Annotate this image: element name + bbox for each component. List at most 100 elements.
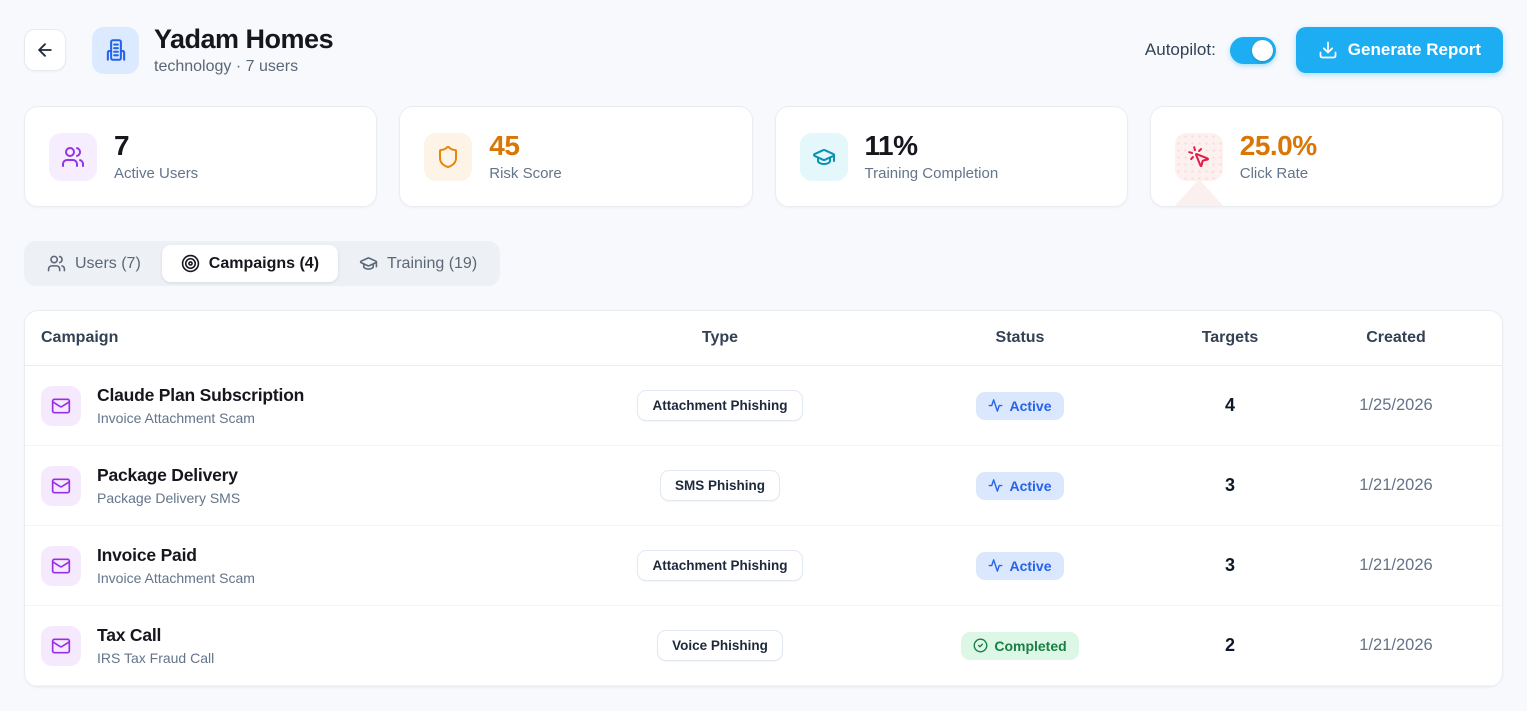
activity-icon bbox=[988, 398, 1003, 413]
type-badge: SMS Phishing bbox=[659, 470, 780, 501]
campaign-cell: Claude Plan Subscription Invoice Attachm… bbox=[25, 385, 570, 426]
stat-card: 25.0% Click Rate bbox=[1149, 106, 1503, 207]
status-badge: Completed bbox=[961, 631, 1079, 660]
stat-label: Training Completion bbox=[864, 164, 999, 182]
page-title: Yadam Homes bbox=[154, 24, 334, 54]
status-badge: Active bbox=[976, 471, 1064, 500]
users-icon bbox=[49, 132, 97, 181]
targets-cell: 3 bbox=[1224, 475, 1235, 495]
stat-card: 45 Risk Score bbox=[399, 106, 753, 207]
campaign-icon-tile bbox=[41, 545, 81, 586]
type-cell: Voice Phishing bbox=[570, 630, 870, 661]
activity-icon bbox=[988, 478, 1003, 493]
campaign-cell: Package Delivery Package Delivery SMS bbox=[25, 465, 570, 506]
targets-cell: 4 bbox=[1224, 395, 1235, 415]
targets-cell: 2 bbox=[1224, 635, 1235, 655]
table-row[interactable]: Package Delivery Package Delivery SMS SM… bbox=[25, 446, 1502, 526]
table-header-row: Campaign Type Status Targets Created bbox=[25, 311, 1502, 366]
tab[interactable]: Training (19) bbox=[340, 245, 496, 282]
type-cell: Attachment Phishing bbox=[570, 550, 870, 581]
tab-bar: Users (7) Campaigns (4) Training (19) bbox=[24, 241, 501, 286]
stat-value: 45 bbox=[489, 130, 520, 162]
page-header: Yadam Homes technology · 7 users Autopil… bbox=[24, 24, 1503, 76]
campaign-name: Package Delivery bbox=[97, 465, 238, 485]
status-label: Active bbox=[1009, 397, 1052, 414]
type-cell: Attachment Phishing bbox=[570, 390, 870, 421]
arrow-left-icon bbox=[35, 40, 55, 60]
campaign-cell: Invoice Paid Invoice Attachment Scam bbox=[25, 545, 570, 586]
status-cell: Active bbox=[870, 551, 1170, 580]
campaign-cell: Tax Call IRS Tax Fraud Call bbox=[25, 625, 570, 666]
status-label: Active bbox=[1009, 557, 1052, 574]
graduation-cap-icon bbox=[359, 254, 378, 273]
type-badge: Attachment Phishing bbox=[637, 390, 803, 421]
stat-value: 11% bbox=[864, 130, 918, 162]
stat-label: Risk Score bbox=[489, 164, 562, 182]
pointer-click-icon bbox=[1174, 132, 1223, 181]
campaign-description: IRS Tax Fraud Call bbox=[97, 650, 215, 666]
campaign-icon-tile bbox=[41, 385, 81, 426]
campaign-description: Invoice Attachment Scam bbox=[97, 410, 255, 426]
activity-icon bbox=[988, 558, 1003, 573]
column-header-status: Status bbox=[995, 329, 1045, 346]
stat-card: 11% Training Completion bbox=[774, 106, 1128, 207]
users-icon bbox=[47, 254, 66, 273]
stat-value: 7 bbox=[114, 130, 130, 162]
campaign-icon-tile bbox=[41, 625, 81, 666]
autopilot-label: Autopilot: bbox=[1144, 40, 1216, 59]
table-body: Claude Plan Subscription Invoice Attachm… bbox=[25, 366, 1502, 686]
tab-label: Training (19) bbox=[387, 254, 478, 272]
autopilot-toggle[interactable] bbox=[1229, 36, 1276, 64]
created-cell: 1/21/2026 bbox=[1359, 636, 1433, 654]
type-badge: Attachment Phishing bbox=[637, 550, 803, 581]
generate-report-label: Generate Report bbox=[1347, 40, 1481, 59]
stat-label: Active Users bbox=[114, 164, 199, 182]
table-row[interactable]: Tax Call IRS Tax Fraud Call Voice Phishi… bbox=[25, 606, 1502, 686]
table-row[interactable]: Claude Plan Subscription Invoice Attachm… bbox=[25, 366, 1502, 446]
status-label: Completed bbox=[994, 637, 1067, 654]
created-cell: 1/21/2026 bbox=[1359, 556, 1433, 574]
status-cell: Completed bbox=[870, 631, 1170, 660]
table-row[interactable]: Invoice Paid Invoice Attachment Scam Att… bbox=[25, 526, 1502, 606]
graduation-cap-icon bbox=[799, 132, 848, 181]
shield-icon bbox=[424, 132, 473, 181]
column-header-type: Type bbox=[701, 329, 739, 346]
mail-icon bbox=[51, 396, 71, 416]
stats-row: 7 Active Users 45 Risk Score 11% Trainin… bbox=[24, 106, 1503, 207]
campaign-description: Invoice Attachment Scam bbox=[97, 570, 255, 586]
campaigns-table: Campaign Type Status Targets Created Cla… bbox=[24, 310, 1503, 687]
tab[interactable]: Users (7) bbox=[28, 245, 160, 282]
column-header-targets: Targets bbox=[1201, 329, 1259, 346]
check-circle-icon bbox=[973, 638, 988, 653]
mail-icon bbox=[51, 636, 71, 656]
status-badge: Active bbox=[976, 391, 1064, 420]
created-cell: 1/25/2026 bbox=[1359, 396, 1433, 414]
column-header-campaign: Campaign bbox=[41, 329, 119, 346]
mail-icon bbox=[51, 556, 71, 576]
company-logo bbox=[92, 26, 139, 74]
toggle-knob bbox=[1251, 39, 1273, 61]
status-cell: Active bbox=[870, 391, 1170, 420]
type-cell: SMS Phishing bbox=[570, 470, 870, 501]
column-header-created: Created bbox=[1366, 329, 1426, 346]
generate-report-button[interactable]: Generate Report bbox=[1295, 27, 1503, 73]
mail-icon bbox=[51, 476, 71, 496]
download-icon bbox=[1318, 40, 1338, 60]
campaign-description: Package Delivery SMS bbox=[97, 490, 241, 506]
status-cell: Active bbox=[870, 471, 1170, 500]
tab-label: Users (7) bbox=[75, 254, 141, 272]
campaign-name: Invoice Paid bbox=[97, 545, 197, 565]
campaign-name: Claude Plan Subscription bbox=[97, 385, 305, 405]
campaign-icon-tile bbox=[41, 465, 81, 506]
tab[interactable]: Campaigns (4) bbox=[161, 245, 339, 282]
target-icon bbox=[181, 254, 200, 273]
status-badge: Active bbox=[976, 551, 1064, 580]
tab-label: Campaigns (4) bbox=[208, 254, 320, 272]
created-cell: 1/21/2026 bbox=[1359, 476, 1433, 494]
building-icon bbox=[103, 37, 129, 63]
back-button[interactable] bbox=[24, 29, 66, 71]
type-badge: Voice Phishing bbox=[657, 630, 783, 661]
stat-card: 7 Active Users bbox=[24, 106, 378, 207]
stat-label: Click Rate bbox=[1239, 164, 1309, 182]
page-subtitle: technology · 7 users bbox=[154, 58, 299, 75]
